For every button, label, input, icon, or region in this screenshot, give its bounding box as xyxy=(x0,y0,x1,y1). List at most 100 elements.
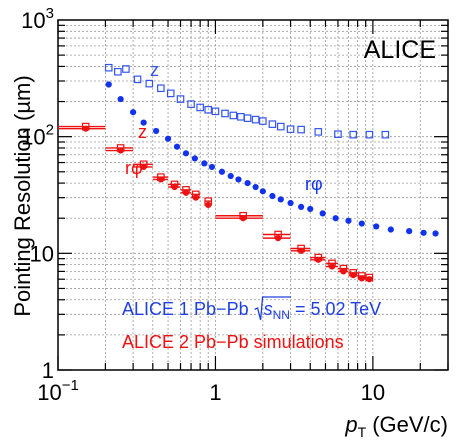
red-rphi-point xyxy=(340,268,347,275)
x-axis-title: pT (GeV/c) xyxy=(344,412,448,440)
blue-rphi-point xyxy=(259,188,266,195)
blue-z-point xyxy=(157,84,165,93)
red-rphi-point xyxy=(140,163,147,171)
blue-z-point xyxy=(314,128,323,136)
x-axis-title-sub: T xyxy=(358,424,367,440)
blue-z-point xyxy=(133,75,142,84)
blue-z-point xyxy=(229,111,238,120)
experiment-label: ALICE xyxy=(364,36,436,64)
blue-rphi-point xyxy=(432,230,439,237)
red-rphi-point xyxy=(274,235,282,242)
blue-z-point xyxy=(334,130,342,138)
blue-z-point xyxy=(176,95,185,103)
blue-z-point xyxy=(204,105,213,114)
x-tick-label: 10−1 xyxy=(37,377,79,405)
red-rphi-point xyxy=(366,276,373,283)
blue-z-point xyxy=(259,117,267,125)
red-rphi-point xyxy=(182,189,190,196)
blue-rphi-point xyxy=(153,127,160,135)
blue-z-point xyxy=(365,130,374,139)
blue-rphi-point xyxy=(297,203,305,211)
legend-sqrt-sub: NN xyxy=(273,308,290,322)
blue-z-point xyxy=(145,79,154,88)
plot-frame xyxy=(57,19,449,371)
y-axis-title: Pointing Resolution (µm) xyxy=(10,75,35,316)
red-rphi-label: rφ xyxy=(125,158,143,178)
blue-z-point xyxy=(211,107,220,116)
red-rphi-point xyxy=(350,272,357,279)
blue-z-point xyxy=(349,130,358,139)
blue-rphi-point xyxy=(208,163,216,171)
blue-rphi-point xyxy=(235,176,242,183)
blue-rphi-point xyxy=(373,223,380,230)
blue-rphi-point xyxy=(277,196,284,203)
blue-rphi-point xyxy=(218,168,226,175)
blue-rphi-point xyxy=(406,228,413,235)
blue-z-point xyxy=(243,114,252,122)
blue-z-point xyxy=(187,100,195,108)
blue-z-point xyxy=(237,113,245,121)
red-z-label: z xyxy=(138,122,147,142)
red-rphi-point xyxy=(297,247,305,254)
red-rphi-point xyxy=(171,183,178,191)
blue-z-point xyxy=(114,67,122,76)
blue-rphi-point xyxy=(105,81,112,88)
blue-rphi-point xyxy=(287,199,294,207)
blue-z-point xyxy=(251,115,260,124)
blue-rphi-point xyxy=(252,183,259,191)
red-rphi-point xyxy=(240,215,247,222)
blue-z-point xyxy=(196,103,204,112)
blue-rphi-point xyxy=(164,135,172,142)
blue-rphi-point xyxy=(332,215,339,222)
blue-rphi-point xyxy=(227,172,234,180)
y-tick-label: 10 xyxy=(30,241,54,266)
blue-rphi-point xyxy=(319,210,326,217)
blue-rphi-point xyxy=(420,229,427,236)
blue-rphi-point xyxy=(191,155,198,162)
blue-z-point xyxy=(381,130,390,139)
blue-rphi-point xyxy=(130,109,137,116)
legend-line-1-suffix: = 5.02 TeV xyxy=(290,299,381,319)
data-points xyxy=(58,63,439,283)
blue-z-point xyxy=(276,122,285,131)
red-rphi-point xyxy=(117,147,124,154)
red-rphi-point xyxy=(192,194,199,201)
blue-rphi-point xyxy=(182,150,190,157)
blue-z-point xyxy=(268,120,277,128)
blue-rphi-label: rφ xyxy=(305,174,323,194)
x-axis-title-main: p xyxy=(344,412,357,437)
blue-rphi-point xyxy=(358,220,365,227)
svg-text:ALICE 1 Pb−Pb sNN = 5.02 TeV: ALICE 1 Pb−Pb sNN = 5.02 TeV xyxy=(122,299,381,322)
blue-rphi-point xyxy=(269,192,276,200)
legend-line-1: ALICE 1 Pb−Pb sNN = 5.02 TeV xyxy=(122,296,381,322)
blue-rphi-point xyxy=(345,217,352,224)
blue-rphi-point xyxy=(117,95,124,103)
blue-z-point xyxy=(286,125,295,133)
blue-z-point xyxy=(166,89,175,98)
y-tick-label: 1 xyxy=(42,358,54,383)
axis-ticks xyxy=(57,20,449,371)
x-tick-label: 10 xyxy=(361,380,385,405)
legend-line-1-prefix: ALICE 1 Pb−Pb xyxy=(122,299,254,319)
blue-rphi-point xyxy=(173,143,181,150)
blue-z-point xyxy=(221,109,229,118)
red-rphi-point xyxy=(315,256,322,263)
red-rphi-point xyxy=(328,263,336,270)
blue-z-label: z xyxy=(150,60,159,80)
legend-sqrt-s: s xyxy=(264,299,273,319)
red-rphi-point xyxy=(358,275,365,282)
legend-line-2: ALICE 2 Pb−Pb simulations xyxy=(122,332,344,352)
red-rphi-point xyxy=(82,125,89,132)
blue-rphi-point xyxy=(244,179,251,187)
x-tick-label: 1 xyxy=(209,380,221,405)
red-rphi-point xyxy=(157,176,164,183)
red-rphi-point xyxy=(205,201,212,209)
blue-rphi-point xyxy=(387,226,394,233)
blue-rphi-point xyxy=(201,160,208,167)
y-tick-label: 102 xyxy=(21,122,54,150)
x-axis-title-unit: (GeV/c) xyxy=(372,412,448,437)
blue-rphi-point xyxy=(140,119,147,126)
blue-z-point xyxy=(122,65,130,73)
